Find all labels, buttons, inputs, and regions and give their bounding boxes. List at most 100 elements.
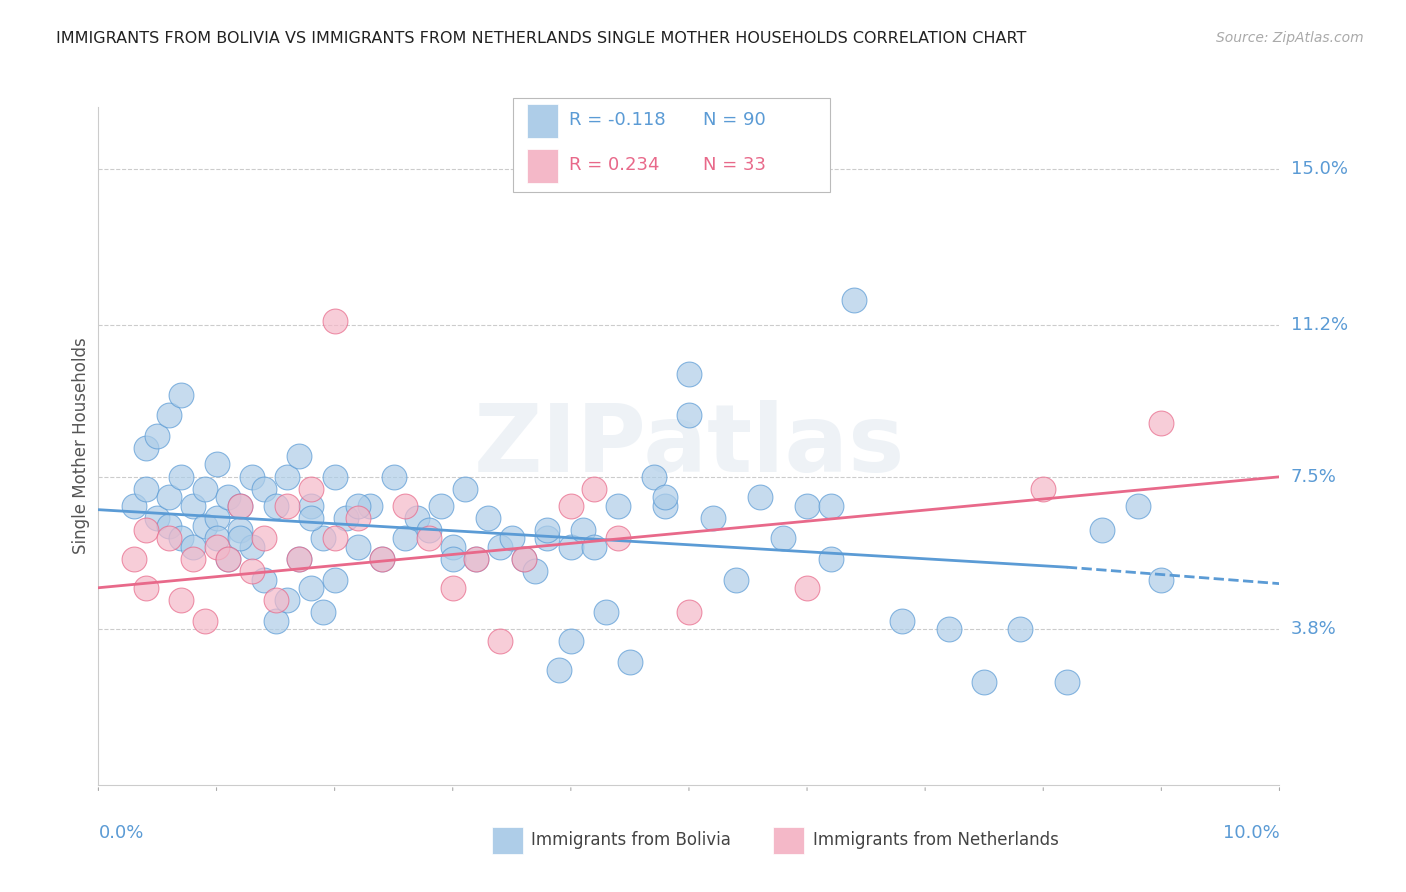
Point [276,499,298,513]
Point [1032,482,1054,496]
Point [418,523,440,537]
Point [323,470,346,484]
Point [382,470,405,484]
Point [678,367,700,381]
Text: R = -0.118: R = -0.118 [569,111,666,128]
Point [217,552,239,566]
Point [288,552,311,566]
Point [583,482,606,496]
Point [678,606,700,620]
Point [654,491,676,505]
Point [181,499,204,513]
Point [157,519,180,533]
Point [678,408,700,422]
Point [607,532,630,546]
Point [465,552,488,566]
Point [288,450,311,464]
Point [512,552,534,566]
Point [441,581,464,595]
Point [820,499,842,513]
Y-axis label: Single Mother Households: Single Mother Households [72,338,90,554]
Point [796,581,818,595]
Point [359,499,381,513]
Point [194,482,217,496]
Point [512,552,534,566]
Point [229,523,252,537]
Point [772,532,794,546]
Point [264,499,287,513]
Point [560,634,582,648]
Point [181,552,204,566]
Point [170,470,193,484]
Point [323,573,346,587]
Point [844,293,866,307]
Point [524,564,547,578]
Point [973,675,995,690]
Point [465,552,488,566]
Point [536,523,558,537]
Text: Source: ZipAtlas.com: Source: ZipAtlas.com [1216,31,1364,45]
Point [1056,675,1078,690]
Point [820,552,842,566]
Text: Immigrants from Netherlands: Immigrants from Netherlands [813,831,1059,849]
Point [135,581,157,595]
Point [441,540,464,554]
Point [157,532,180,546]
Point [323,532,346,546]
Point [240,470,263,484]
Point [240,540,263,554]
Point [406,511,429,525]
Point [430,499,453,513]
Point [229,499,252,513]
Point [643,470,665,484]
Point [240,564,263,578]
Point [122,499,145,513]
Point [796,499,818,513]
Point [654,499,676,513]
Point [583,540,606,554]
Point [122,552,145,566]
Point [725,573,748,587]
Point [264,593,287,607]
Point [1150,417,1173,431]
Point [323,314,346,328]
Text: 7.5%: 7.5% [1291,467,1337,486]
Point [335,511,357,525]
Point [347,499,370,513]
Point [548,663,571,677]
Text: 11.2%: 11.2% [1291,316,1348,334]
Point [371,552,394,566]
Point [1091,523,1114,537]
Point [276,593,298,607]
Point [619,655,641,669]
Point [347,511,370,525]
Point [501,532,523,546]
Point [288,552,311,566]
Point [299,499,322,513]
Point [453,482,475,496]
Point [194,614,217,628]
Point [135,523,157,537]
Point [394,532,416,546]
Point [299,581,322,595]
Point [702,511,724,525]
Point [157,491,180,505]
Point [181,540,204,554]
Point [312,606,335,620]
Point [489,634,512,648]
Point [607,499,630,513]
Point [1126,499,1149,513]
Point [217,491,239,505]
Point [157,408,180,422]
Point [1150,573,1173,587]
Point [205,540,228,554]
Point [489,540,512,554]
Text: N = 33: N = 33 [703,156,766,174]
Point [441,552,464,566]
Text: 0.0%: 0.0% [98,824,143,842]
Point [347,540,370,554]
Point [560,540,582,554]
Point [595,606,617,620]
Point [938,622,960,636]
Point [890,614,912,628]
